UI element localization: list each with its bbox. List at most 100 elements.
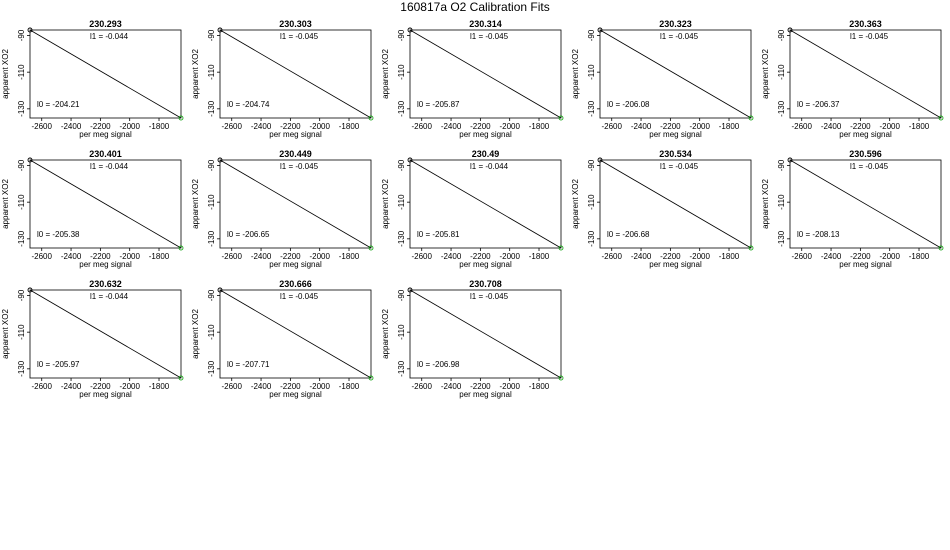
data-point: [217, 27, 223, 33]
data-point: [368, 375, 374, 381]
l0-annotation: l0 = -207.71: [227, 360, 270, 369]
x-tick-label: -1800: [149, 122, 170, 131]
y-tick-label: -110: [777, 194, 786, 210]
x-tick-label: -2600: [31, 382, 52, 391]
x-tick-label: -2600: [791, 252, 812, 261]
data-point: [787, 27, 793, 33]
y-tick-label: -130: [17, 230, 26, 247]
x-tick-label: -2400: [61, 252, 82, 261]
l1-annotation: l1 = -0.045: [850, 32, 889, 41]
y-axis-label: apparent XO2: [191, 179, 200, 229]
y-tick-label: -130: [17, 360, 26, 377]
data-point: [178, 245, 184, 251]
l0-annotation: l0 = -204.21: [37, 100, 80, 109]
l1-annotation: l1 = -0.045: [470, 32, 509, 41]
y-tick-label: -90: [397, 159, 406, 171]
l0-annotation: l0 = -206.08: [607, 100, 650, 109]
data-point: [27, 27, 33, 33]
x-tick-label: -2200: [280, 252, 301, 261]
l1-annotation: l1 = -0.044: [90, 162, 129, 171]
x-tick-label: -2200: [850, 252, 871, 261]
x-tick-label: -2200: [90, 252, 111, 261]
data-point: [217, 287, 223, 293]
plot-frame: [219, 29, 372, 119]
x-tick-label: -2000: [499, 122, 520, 131]
x-tick-label: -2000: [309, 122, 330, 131]
data-point: [558, 375, 564, 381]
y-tick-label: -110: [587, 194, 596, 210]
y-tick-label: -130: [207, 100, 216, 117]
fit-line: [219, 289, 372, 379]
y-axis-label: apparent XO2: [1, 179, 10, 229]
x-tick-label: -2200: [90, 382, 111, 391]
x-tick-label: -2400: [631, 252, 652, 261]
y-axis-label: apparent XO2: [1, 49, 10, 99]
fit-line: [789, 29, 942, 119]
y-tick-label: -130: [397, 230, 406, 247]
panel-title: 230.303: [279, 19, 312, 29]
x-tick-label: -2200: [280, 382, 301, 391]
l1-annotation: l1 = -0.044: [90, 292, 129, 301]
plot-frame: [409, 159, 562, 249]
x-tick-label: -2000: [309, 252, 330, 261]
data-point: [787, 157, 793, 163]
y-tick-label: -90: [587, 159, 596, 171]
panel-title: 230.323: [659, 19, 692, 29]
x-tick-label: -2400: [821, 122, 842, 131]
data-point: [938, 115, 944, 121]
x-tick-label: -2000: [689, 252, 710, 261]
x-tick-label: -1800: [719, 252, 740, 261]
fit-line: [599, 159, 752, 249]
fit-line: [219, 159, 372, 249]
x-tick-label: -2600: [601, 122, 622, 131]
y-axis-label: apparent XO2: [381, 179, 390, 229]
y-tick-label: -110: [207, 194, 216, 210]
x-tick-label: -1800: [529, 382, 550, 391]
x-tick-label: -1800: [529, 252, 550, 261]
x-tick-label: -2600: [31, 122, 52, 131]
data-point: [748, 245, 754, 251]
l1-annotation: l1 = -0.045: [280, 162, 319, 171]
x-tick-label: -1800: [719, 122, 740, 131]
x-axis-label: per meg signal: [459, 130, 512, 139]
x-tick-label: -2000: [879, 122, 900, 131]
y-tick-label: -110: [17, 64, 26, 80]
fit-line: [599, 29, 752, 119]
x-axis-label: per meg signal: [79, 130, 132, 139]
fit-line: [29, 159, 182, 249]
plot-frame: [599, 29, 752, 119]
x-tick-label: -1800: [529, 122, 550, 131]
x-axis-label: per meg signal: [269, 390, 322, 399]
y-tick-label: -130: [397, 360, 406, 377]
x-tick-label: -1800: [339, 252, 360, 261]
x-tick-label: -2400: [61, 382, 82, 391]
x-tick-label: -2600: [601, 252, 622, 261]
y-tick-label: -130: [17, 100, 26, 117]
l1-annotation: l1 = -0.045: [280, 32, 319, 41]
y-tick-label: -110: [17, 324, 26, 340]
y-tick-label: -110: [777, 64, 786, 80]
x-axis-label: per meg signal: [269, 130, 322, 139]
x-tick-label: -2000: [309, 382, 330, 391]
data-point: [27, 157, 33, 163]
y-axis-label: apparent XO2: [571, 179, 580, 229]
y-tick-label: -110: [207, 324, 216, 340]
x-tick-label: -2400: [821, 252, 842, 261]
l1-annotation: l1 = -0.045: [470, 292, 509, 301]
panel-4: 230.323 -2600 -2400 -2200 -2000 -1800 -90 -110 -…: [571, 19, 754, 139]
data-point: [27, 287, 33, 293]
x-tick-label: -2600: [221, 382, 242, 391]
panel-1: 230.293 -2600 -2400 -2200 -2000 -1800 -90 -110 -…: [1, 19, 184, 139]
panel-8: 230.49 -2600 -2400 -2200 -2000 -1800 -90 -110 -1…: [381, 149, 564, 269]
panel-title: 230.293: [89, 19, 122, 29]
fit-line: [409, 29, 562, 119]
fit-line: [29, 289, 182, 379]
panel-2: 230.303 -2600 -2400 -2200 -2000 -1800 -90 -110 -…: [191, 19, 374, 139]
fit-line: [409, 159, 562, 249]
y-axis-label: apparent XO2: [761, 179, 770, 229]
l0-annotation: l0 = -205.81: [417, 230, 460, 239]
y-tick-label: -90: [17, 29, 26, 41]
data-point: [178, 375, 184, 381]
panel-6: 230.401 -2600 -2400 -2200 -2000 -1800 -90 -110 -…: [1, 149, 184, 269]
